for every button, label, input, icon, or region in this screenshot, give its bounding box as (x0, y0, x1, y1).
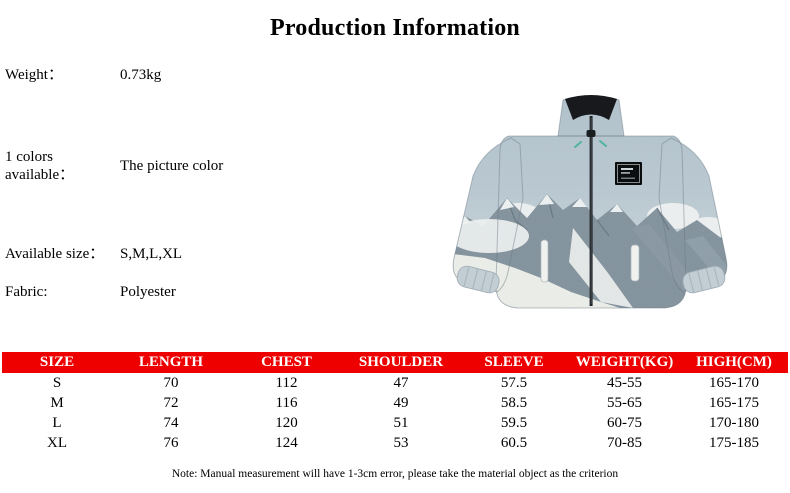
table-cell: 59.5 (500, 415, 528, 431)
table-cell: 74 (163, 415, 179, 431)
table-cell: M (50, 395, 64, 411)
table-cell: 175-185 (709, 435, 759, 451)
table-cell: 47 (393, 375, 409, 391)
table-cell: 170-180 (709, 415, 759, 431)
table-cell: 45-55 (607, 375, 642, 391)
attribute-value-colors: The picture color (120, 158, 224, 174)
collar-lining (565, 95, 617, 120)
cuff-right (682, 265, 726, 294)
chest-patch (615, 162, 642, 185)
table-cell: 72 (163, 395, 179, 411)
attribute-value-fabric: Polyester (120, 284, 176, 300)
column-header-size: SIZE (2, 352, 112, 373)
drawcord-tips (574, 140, 607, 148)
table-cell: S (52, 375, 62, 391)
header-row: SIZE LENGTH CHEST SHOULDER SLEEVE WEIGHT… (2, 352, 788, 373)
zipper-teeth (590, 118, 592, 304)
column-header-sleeve: SLEEVE (459, 352, 569, 373)
column-header-high: HIGH(CM) (680, 352, 788, 373)
table-cell: 165-175 (709, 395, 759, 411)
measurement-note: Note: Manual measurement will have 1-3cm… (171, 468, 619, 480)
column-header-shoulder: SHOULDER (343, 352, 459, 373)
table-cell: 165-170 (709, 375, 759, 391)
size-chart-table: SIZE LENGTH CHEST SHOULDER SLEEVE WEIGHT… (2, 352, 788, 453)
table-cell: XL (47, 435, 67, 451)
table-cell: 76 (163, 435, 179, 451)
attribute-label-weight: Weight： (5, 67, 63, 83)
table-cell: 60.5 (500, 435, 528, 451)
table-row-m: M 72 116 49 58.5 55-65 165-175 (2, 393, 788, 413)
cuff-left (456, 265, 500, 294)
table-cell: 57.5 (500, 375, 528, 391)
table-cell: 55-65 (607, 395, 642, 411)
attribute-label-fabric: Fabric: (5, 284, 48, 300)
column-header-weight: WEIGHT(KG) (569, 352, 680, 373)
attribute-value-size: S,M,L,XL (120, 246, 183, 262)
attribute-row-size: Available size： S,M,L,XL (5, 245, 182, 263)
attribute-value-weight: 0.73kg (120, 67, 162, 83)
table-cell: 58.5 (500, 395, 528, 411)
table-row-xl: XL 76 124 53 60.5 70-85 175-185 (2, 433, 788, 453)
table-cell: L (52, 415, 62, 431)
table-cell: 120 (275, 415, 298, 431)
table-cell: 70 (163, 375, 179, 391)
table-cell: 112 (275, 375, 298, 391)
attribute-row-colors: 1 colors available： The picture color (5, 148, 223, 184)
attribute-row-fabric: Fabric: Polyester (5, 283, 176, 301)
zipper-toggle (586, 130, 596, 137)
attribute-row-weight: Weight： 0.73kg (5, 66, 161, 84)
attribute-label-colors: 1 colors available： (5, 149, 75, 183)
table-row-l: L 74 120 51 59.5 60-75 170-180 (2, 413, 788, 433)
column-header-chest: CHEST (230, 352, 343, 373)
column-header-length: LENGTH (112, 352, 230, 373)
table-cell: 49 (393, 395, 409, 411)
table-cell: 70-85 (607, 435, 642, 451)
jacket-illustration (452, 95, 728, 309)
table-cell: 124 (275, 435, 298, 451)
table-cell: 116 (275, 395, 298, 411)
product-image (423, 78, 787, 334)
table-cell: 60-75 (607, 415, 642, 431)
size-chart-header: SIZE LENGTH CHEST SHOULDER SLEEVE WEIGHT… (2, 352, 788, 373)
attribute-label-size: Available size： (5, 246, 105, 262)
table-row-s: S 70 112 47 57.5 45-55 165-170 (2, 373, 788, 393)
table-cell: 51 (393, 415, 409, 431)
table-cell: 53 (393, 435, 409, 451)
page-title: Production Information (270, 15, 520, 41)
